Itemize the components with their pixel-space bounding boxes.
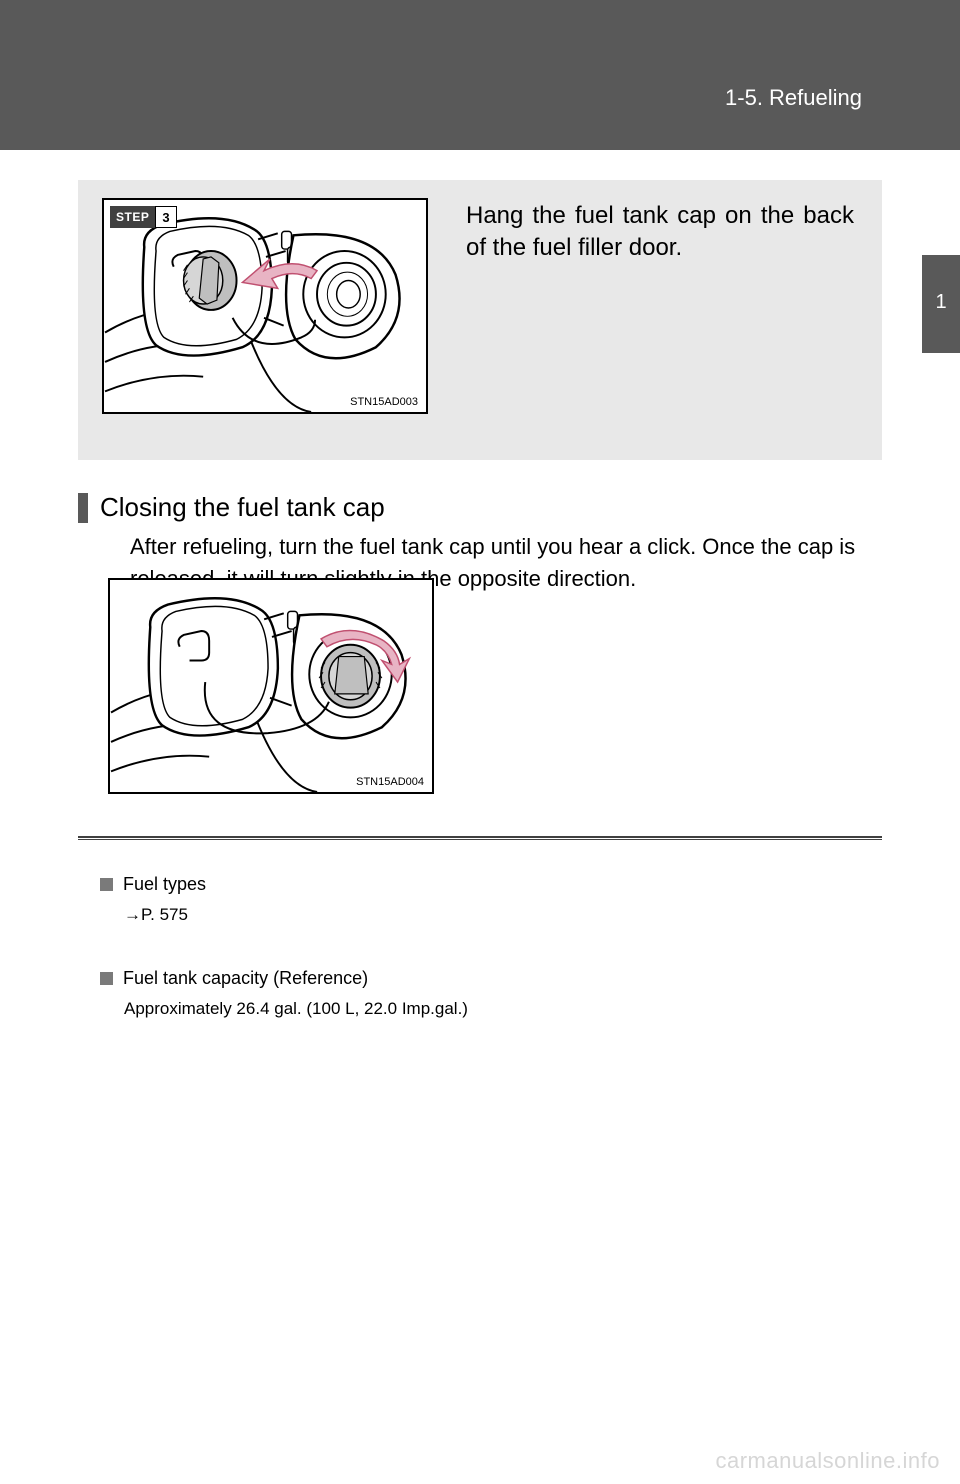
page: 1-5. Refueling 1	[0, 0, 960, 1484]
closing-heading: Closing the fuel tank cap	[100, 492, 385, 523]
note-fuel-types: Fuel types →P. 575	[100, 874, 860, 927]
chapter-tab-number: 1	[922, 291, 960, 314]
illustration-closing	[110, 580, 432, 792]
note-fuel-capacity-body: Approximately 26.4 gal. (100 L, 22.0 Imp…	[124, 997, 860, 1021]
watermark: carmanualsonline.info	[715, 1448, 940, 1474]
note-fuel-types-title: Fuel types	[123, 874, 206, 895]
chapter-tab: 1	[922, 255, 960, 353]
note-fuel-types-body: →P. 575	[124, 903, 860, 927]
closing-heading-marker	[78, 493, 88, 523]
illustration-step3-frame: STEP 3 STN15AD003	[102, 198, 428, 414]
closing-heading-row: Closing the fuel tank cap	[78, 492, 882, 523]
bullet-square-icon	[100, 878, 113, 891]
note-fuel-types-ref: →P. 575	[124, 905, 188, 924]
section-label: 1-5. Refueling	[725, 85, 862, 111]
step-label: STEP	[110, 206, 155, 228]
illustration-closing-frame: STN15AD004	[108, 578, 434, 794]
section-divider	[78, 836, 882, 840]
illustration-code-2: STN15AD004	[356, 776, 424, 788]
bullet-square-icon	[100, 972, 113, 985]
step-instruction: Hang the fuel tank cap on the back of th…	[466, 200, 854, 265]
illustration-code-1: STN15AD003	[350, 396, 418, 408]
header-band	[0, 0, 960, 150]
note-fuel-capacity: Fuel tank capacity (Reference) Approxima…	[100, 968, 860, 1021]
note-fuel-capacity-title: Fuel tank capacity (Reference)	[123, 968, 368, 989]
step-badge: STEP 3	[110, 206, 177, 228]
step-number: 3	[155, 206, 176, 228]
illustration-step3	[104, 200, 426, 412]
step-box: STEP 3 STN15AD003 Hang the fuel tank cap…	[78, 180, 882, 460]
